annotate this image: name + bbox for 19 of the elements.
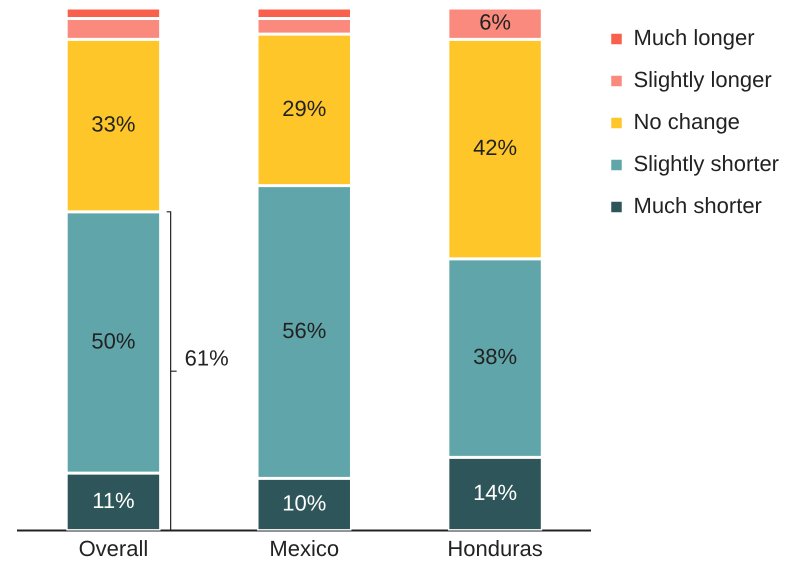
x-tick-label: Mexico [269,536,340,561]
legend-label: Much shorter [633,193,762,218]
legend-label: No change [633,109,740,134]
data-label: 11% [92,488,135,513]
data-label: 56% [282,318,326,344]
annotation: 61% [184,345,229,370]
legend-label: Much longer [633,25,755,50]
legend-label: Slightly shorter [633,151,780,176]
data-label: 14% [473,480,518,506]
data-label: 29% [282,96,326,121]
data-label: 10% [282,490,326,516]
data-label: 38% [473,344,518,370]
data-label: 6% [479,10,511,35]
data-label: 50% [91,328,136,354]
x-tick-label: Overall [78,536,148,561]
data-label: 33% [91,112,136,137]
data-label: 42% [473,135,518,160]
legend-label: Slightly longer [633,67,772,92]
x-tick-label: Honduras [447,536,543,561]
